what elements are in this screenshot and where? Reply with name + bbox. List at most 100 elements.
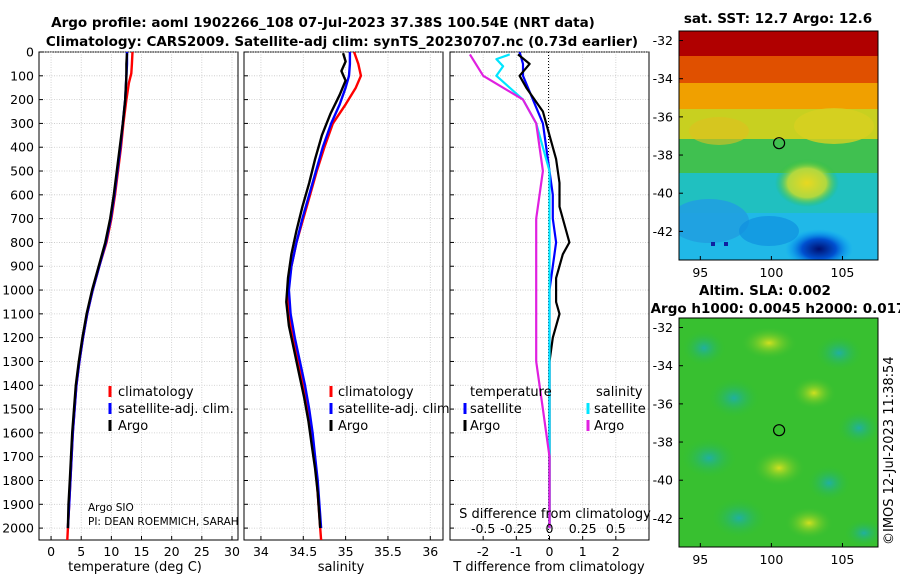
temperature-xlabel: temperature (deg C) xyxy=(68,560,202,575)
difference-xlabel-temperature: T difference from climatology xyxy=(452,560,645,575)
difference-xlabel-salinity: S difference from climatology xyxy=(459,507,651,522)
map-xtick-label: 100 xyxy=(759,265,783,280)
xtick-label: 2 xyxy=(612,544,620,559)
legend-argo: Argo xyxy=(118,419,148,434)
sla-map: Altim. SLA: 0.002 Argo h1000: 0.0045 h20… xyxy=(651,283,900,567)
map-ytick-label: -38 xyxy=(653,148,673,163)
xtick-label: -2 xyxy=(477,544,489,559)
legend-t-argo: Argo xyxy=(470,419,500,434)
xtick-label: 15 xyxy=(134,544,150,559)
xtick2-label: 0.25 xyxy=(569,521,597,536)
ytick-label: 800 xyxy=(10,235,34,250)
sst-map-image xyxy=(679,31,878,260)
salinity-panel: 34 34.5 35 35.5 36 climatology satellite-adj… xyxy=(243,51,454,575)
imos-stamp: ©IMOS 12-Jul-2023 11:38:54 xyxy=(882,356,897,545)
map-xtick-label: 95 xyxy=(692,265,708,280)
map-ytick-label: -42 xyxy=(653,224,673,239)
series-line-s-argo xyxy=(468,53,551,529)
map-xtick-label: 105 xyxy=(831,265,855,280)
ytick-label: 100 xyxy=(10,68,34,83)
xtick2-label: -0.5 xyxy=(471,521,495,536)
figure-title-line2: Climatology: CARS2009. Satellite-adj cli… xyxy=(46,34,638,50)
ytick-label: 1800 xyxy=(2,473,34,488)
sla-map-title: Altim. SLA: 0.002 xyxy=(699,283,831,299)
ytick-label: 300 xyxy=(10,116,34,131)
xtick-label: 35 xyxy=(338,544,354,559)
map-ytick-label: -38 xyxy=(653,435,673,450)
xtick-label: 0 xyxy=(546,544,554,559)
sst-map-frame xyxy=(678,30,879,261)
ytick-label: 2000 xyxy=(2,521,34,536)
xtick2-label: 0.5 xyxy=(606,521,626,536)
xtick2-label: 0 xyxy=(546,521,554,536)
sla-argo-marker xyxy=(772,424,786,437)
sst-map: sat. SST: 12.7 Argo: 12.6 95 100 105 -32 -34… xyxy=(653,11,879,280)
ytick-label: 1300 xyxy=(2,354,34,369)
map-ytick-label: -36 xyxy=(653,396,673,411)
xtick-label: -1 xyxy=(510,544,522,559)
figure-title-line1: Argo profile: aoml 1902266_108 07-Jul-20… xyxy=(51,15,595,31)
ytick-label: 700 xyxy=(10,211,34,226)
credit-text: Argo SIO xyxy=(88,502,134,514)
ytick-label: 1700 xyxy=(2,449,34,464)
map-ytick-label: -40 xyxy=(653,473,673,488)
salinity-legend: climatology satellite-adj. clim. Argo xyxy=(329,385,454,434)
map-ytick-label: -36 xyxy=(653,109,673,124)
legend-satellite: satellite-adj. clim. xyxy=(118,402,234,417)
xtick-label: 30 xyxy=(224,544,240,559)
series-line-t-argo xyxy=(517,53,571,529)
legend-argo: Argo xyxy=(338,419,368,434)
legend-s-satellite: satellite xyxy=(594,402,646,417)
map-xtick-label: 105 xyxy=(831,552,855,567)
map-ytick-label: -40 xyxy=(653,186,673,201)
temperature-panel: 0100200300400500600700800900100011001200… xyxy=(2,45,240,576)
series-line-argo xyxy=(66,53,129,529)
map-ytick-label: -32 xyxy=(653,33,673,48)
temperature-legend: climatology satellite-adj. clim. Argo xyxy=(108,385,234,434)
ytick-label: 0 xyxy=(26,45,34,60)
map-xtick-label: 100 xyxy=(759,552,783,567)
xtick-label: 20 xyxy=(164,544,180,559)
legend-satellite: satellite-adj. clim. xyxy=(338,402,454,417)
series-line-argo xyxy=(285,52,347,529)
sla-map-image xyxy=(679,318,878,547)
temperature-axes-box xyxy=(38,51,239,541)
legend-climatology: climatology xyxy=(118,385,194,400)
legend-s-argo: Argo xyxy=(594,419,624,434)
legend-temperature-title: temperature xyxy=(470,385,552,400)
xtick-label: 1 xyxy=(579,544,587,559)
sst-map-title: sat. SST: 12.7 Argo: 12.6 xyxy=(684,11,872,27)
ytick-label: 900 xyxy=(10,259,34,274)
ytick-label: 1600 xyxy=(2,425,34,440)
xtick2-label: -0.25 xyxy=(500,521,532,536)
ytick-label: 400 xyxy=(10,140,34,155)
map-xtick-label: 95 xyxy=(692,552,708,567)
xtick-label: 35.5 xyxy=(374,544,402,559)
xtick-label: 5 xyxy=(77,544,85,559)
ytick-label: 1500 xyxy=(2,402,34,417)
salinity-axes-box xyxy=(243,51,444,541)
map-ytick-label: -32 xyxy=(653,320,673,335)
xtick-label: 34 xyxy=(253,544,269,559)
legend-salinity-title: salinity xyxy=(596,385,643,400)
ytick-label: 200 xyxy=(10,92,34,107)
ytick-label: 1900 xyxy=(2,497,34,512)
sla-map-subtitle: Argo h1000: 0.0045 h2000: 0.017 xyxy=(651,301,900,317)
series-line-satellite-adj-clim- xyxy=(287,52,352,529)
map-ytick-label: -34 xyxy=(653,358,673,373)
xtick-label: 10 xyxy=(103,544,119,559)
xtick-label: 0 xyxy=(47,544,55,559)
ytick-label: 1100 xyxy=(2,306,34,321)
pi-text: PI: DEAN ROEMMICH, SARAH xyxy=(88,516,239,528)
difference-panel: -2 -1 0 1 2 -0.5 -0.25 0 0.25 0.5 temperature sal… xyxy=(449,51,651,575)
sst-argo-marker xyxy=(772,137,786,150)
ytick-label: 1400 xyxy=(2,378,34,393)
map-ytick-label: -34 xyxy=(653,71,673,86)
ytick-label: 1000 xyxy=(2,283,34,298)
ytick-label: 500 xyxy=(10,164,34,179)
xtick-label: 34.5 xyxy=(289,544,317,559)
xtick-label: 36 xyxy=(422,544,438,559)
legend-climatology: climatology xyxy=(338,385,414,400)
xtick-label: 25 xyxy=(194,544,210,559)
